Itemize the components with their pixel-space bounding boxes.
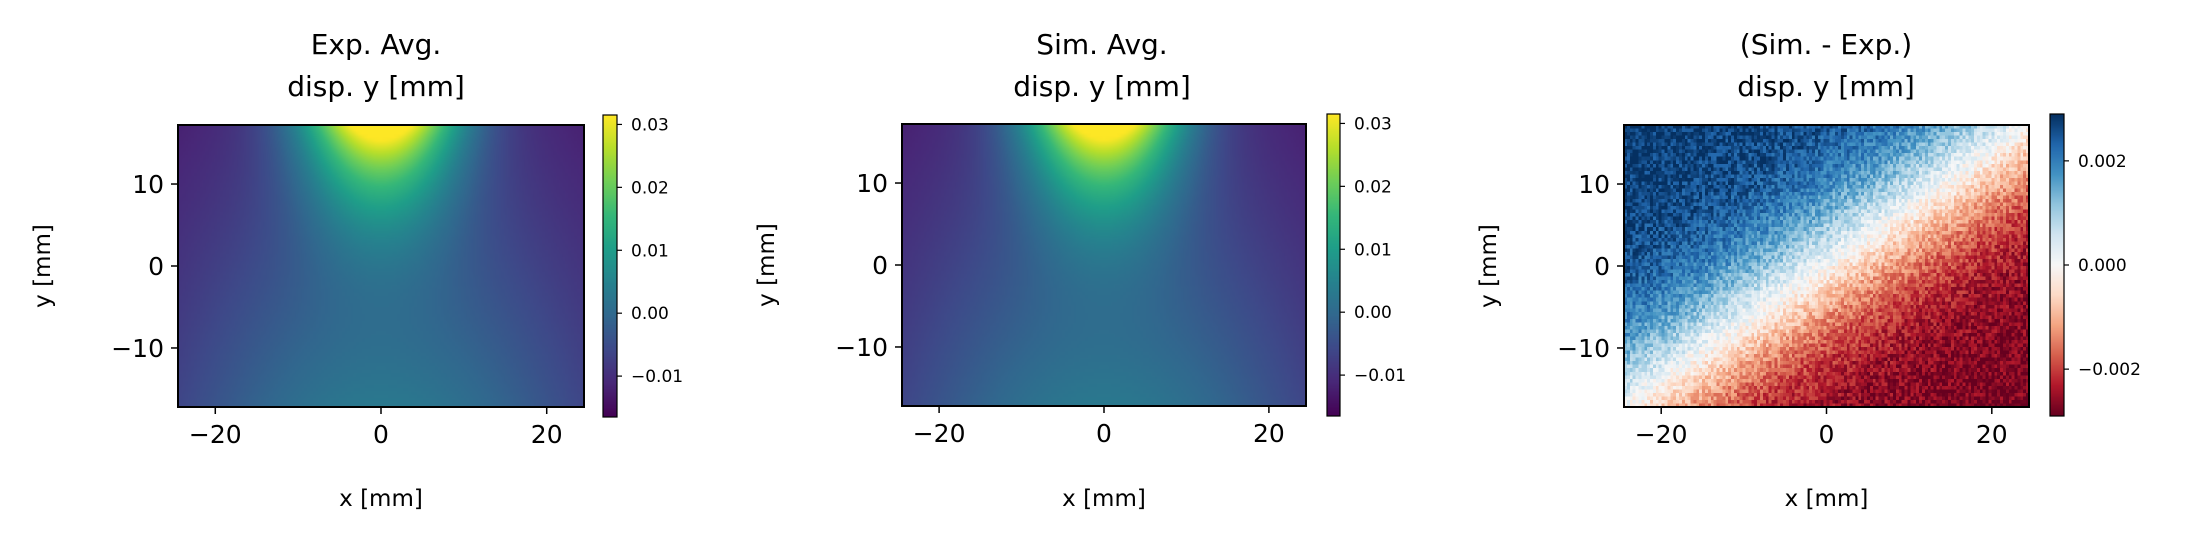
chart-title-2-line-1: Sim. Avg. xyxy=(1036,28,1167,61)
colorbar-tick-label-2-3: 0.01 xyxy=(1354,240,1392,260)
y-tick-label-3-1: −10 xyxy=(1557,334,1610,363)
colorbar-tick-label-1-4: 0.02 xyxy=(631,178,669,198)
y-tick-label-2-2: 0 xyxy=(872,251,888,280)
y-tick-label-1-1: −10 xyxy=(111,334,164,363)
colorbar-tick-label-3-2: 0.000 xyxy=(2078,256,2127,276)
colorbar-tick-label-1-2: 0.00 xyxy=(631,304,669,324)
colorbar-tick-label-2-4: 0.02 xyxy=(1354,177,1392,197)
colorbar-tick-label-1-1: −0.01 xyxy=(631,367,683,387)
y-tick-label-3-3: 10 xyxy=(1578,170,1610,199)
heatmap-image-1 xyxy=(178,125,584,407)
x-tick-label-1-1: −20 xyxy=(189,420,242,449)
x-tick-label-3-3: 20 xyxy=(1976,420,2008,449)
colorbar-tick-label-1-5: 0.03 xyxy=(631,115,669,135)
y-tick-label-1-2: 0 xyxy=(148,252,164,281)
x-tick-label-3-2: 0 xyxy=(1819,420,1835,449)
colorbar-2 xyxy=(1327,114,1340,416)
chart-title-1-line-1: Exp. Avg. xyxy=(311,28,442,61)
colorbar-tick-label-3-3: 0.002 xyxy=(2078,152,2127,172)
x-tick-label-2-2: 0 xyxy=(1096,419,1112,448)
y-axis-label-2: y [mm] xyxy=(754,223,780,307)
x-axis-label-2: x [mm] xyxy=(1062,486,1146,512)
x-tick-label-1-3: 20 xyxy=(531,420,563,449)
colorbar-tick-label-3-1: −0.002 xyxy=(2078,360,2141,380)
x-axis-label-1: x [mm] xyxy=(339,486,423,512)
colorbar-tick-label-2-1: −0.01 xyxy=(1354,366,1406,386)
colorbar-tick-label-2-2: 0.00 xyxy=(1354,303,1392,323)
colorbar-tick-label-1-3: 0.01 xyxy=(631,241,669,261)
chart-title-2-line-2: disp. y [mm] xyxy=(1013,70,1191,103)
y-axis-label-3: y [mm] xyxy=(1476,224,1502,308)
chart-title-3-line-2: disp. y [mm] xyxy=(1737,70,1915,103)
colorbar-frame-2 xyxy=(1326,113,1341,417)
y-tick-label-2-1: −10 xyxy=(835,333,888,362)
colorbar-3 xyxy=(2050,114,2064,416)
colorbar-1 xyxy=(603,115,617,417)
colorbar-tick-label-2-5: 0.03 xyxy=(1354,114,1392,134)
y-tick-label-2-3: 10 xyxy=(856,169,888,198)
x-tick-label-2-1: −20 xyxy=(913,419,966,448)
chart-title-3-line-1: (Sim. - Exp.) xyxy=(1740,28,1912,61)
x-axis-label-3: x [mm] xyxy=(1785,486,1869,512)
y-tick-label-3-2: 0 xyxy=(1594,252,1610,281)
y-tick-label-1-3: 10 xyxy=(132,170,164,199)
x-tick-label-2-3: 20 xyxy=(1253,419,1285,448)
colorbar-frame-1 xyxy=(602,114,618,418)
heatmap-image-3 xyxy=(1624,125,2029,407)
heatmap-image-2 xyxy=(902,124,1306,406)
chart-title-1-line-2: disp. y [mm] xyxy=(287,70,465,103)
y-axis-label-1: y [mm] xyxy=(30,224,56,308)
x-tick-label-3-1: −20 xyxy=(1635,420,1688,449)
x-tick-label-1-2: 0 xyxy=(373,420,389,449)
